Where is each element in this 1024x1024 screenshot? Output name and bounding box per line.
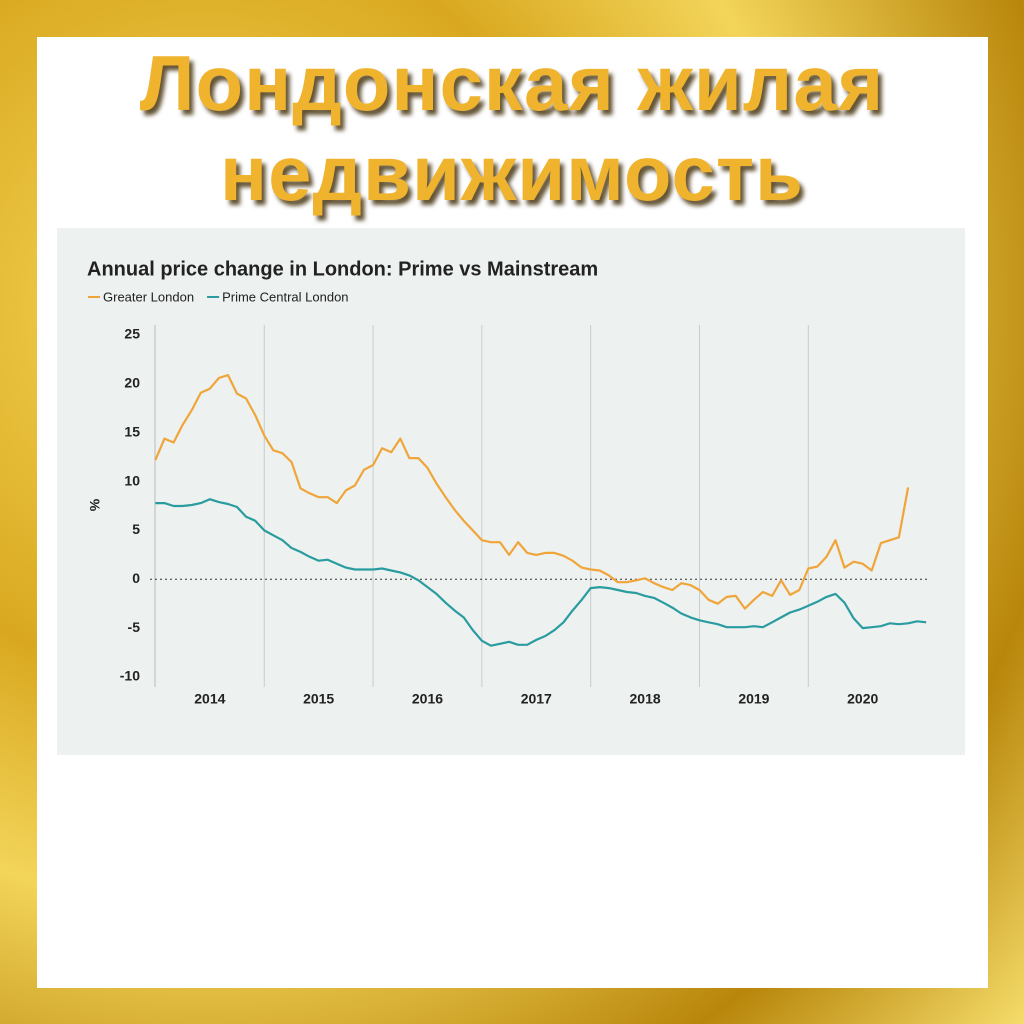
y-tick-label: 15 [124, 423, 140, 439]
legend-label: Prime Central London [222, 289, 348, 304]
x-tick-label: 2018 [630, 691, 661, 707]
x-tick-label: 2015 [303, 691, 334, 707]
x-tick-label: 2016 [412, 691, 443, 707]
chart-title: Annual price change in London: Prime vs … [87, 258, 598, 280]
chart-panel [57, 228, 965, 755]
line-series [155, 498, 927, 647]
line-series [154, 374, 910, 610]
y-tick-label: 20 [124, 375, 140, 391]
x-tick-label: 2014 [194, 691, 225, 707]
page-title: недвижимость [220, 129, 804, 217]
y-tick-label: 10 [124, 472, 140, 488]
x-tick-label: 2020 [847, 691, 878, 707]
y-tick-label: 0 [132, 570, 140, 586]
page-title: Лондонская жилая [139, 39, 885, 127]
y-tick-label: -10 [120, 668, 140, 684]
x-tick-label: 2019 [738, 691, 769, 707]
y-tick-label: -5 [128, 619, 141, 635]
x-tick-label: 2017 [521, 691, 552, 707]
legend-label: Greater London [103, 289, 194, 304]
y-tick-label: 5 [132, 521, 140, 537]
y-tick-label: 25 [124, 326, 140, 342]
y-axis-label: % [87, 498, 103, 511]
